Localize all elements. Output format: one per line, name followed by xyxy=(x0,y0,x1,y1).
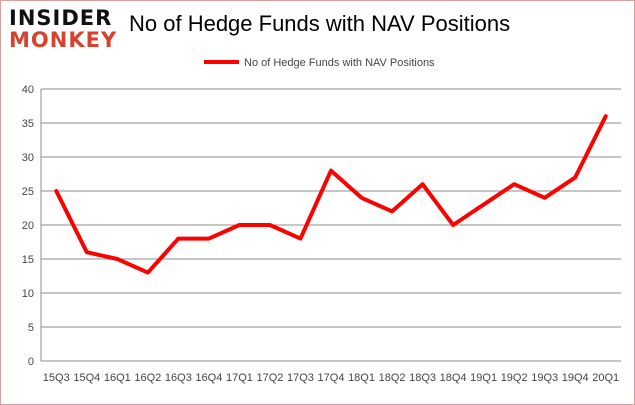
x-tick-label: 19Q4 xyxy=(562,372,589,384)
x-tick-label: 19Q1 xyxy=(470,372,497,384)
x-tick-label: 16Q1 xyxy=(104,372,131,384)
logo-line1: INSIDER xyxy=(9,6,113,30)
x-tick-label: 15Q3 xyxy=(43,372,70,384)
data-point xyxy=(513,183,515,185)
data-point xyxy=(330,170,332,172)
data-point xyxy=(55,190,57,192)
x-tick-label: 16Q3 xyxy=(165,372,192,384)
data-point xyxy=(391,210,393,212)
x-tick-label: 17Q2 xyxy=(256,372,283,384)
data-point xyxy=(116,258,118,260)
data-point xyxy=(483,204,485,206)
series-line xyxy=(54,114,608,275)
data-point xyxy=(452,224,454,226)
data-point xyxy=(238,224,240,226)
x-tick-label: 15Q4 xyxy=(73,372,100,384)
y-tick-label: 15 xyxy=(22,254,34,266)
y-tick-label: 30 xyxy=(22,152,34,164)
x-tick-label: 16Q2 xyxy=(134,372,161,384)
x-tick-label: 18Q1 xyxy=(348,372,375,384)
y-tick-label: 5 xyxy=(28,322,34,334)
data-point xyxy=(299,238,301,240)
data-point xyxy=(269,224,271,226)
y-tick-label: 25 xyxy=(22,186,34,198)
data-point xyxy=(208,238,210,240)
insider-monkey-logo: INSIDER MONKEY xyxy=(9,7,119,55)
data-point xyxy=(86,251,88,253)
x-tick-label: 17Q3 xyxy=(287,372,314,384)
x-tick-label: 19Q3 xyxy=(531,372,558,384)
y-tick-label: 0 xyxy=(28,356,34,368)
x-tick-label: 16Q4 xyxy=(195,372,222,384)
x-tick-label: 18Q2 xyxy=(379,372,406,384)
x-tick-label: 17Q1 xyxy=(226,372,253,384)
data-point xyxy=(605,115,607,117)
x-tick-label: 19Q2 xyxy=(501,372,528,384)
legend-label: No of Hedge Funds with NAV Positions xyxy=(244,57,435,69)
data-point xyxy=(574,176,576,178)
y-tick-label: 20 xyxy=(22,220,34,232)
y-tick-label: 35 xyxy=(22,118,34,130)
data-point xyxy=(544,197,546,199)
x-tick-label: 20Q1 xyxy=(592,372,619,384)
chart-title: No of Hedge Funds with NAV Positions xyxy=(129,11,511,36)
x-tick-label: 17Q4 xyxy=(318,372,345,384)
y-tick-label: 40 xyxy=(22,84,34,96)
x-tick-label: 18Q4 xyxy=(440,372,467,384)
data-point xyxy=(147,272,149,274)
x-tick-label: 18Q3 xyxy=(409,372,436,384)
y-tick-label: 10 xyxy=(22,288,34,300)
data-point xyxy=(361,197,363,199)
data-point xyxy=(177,238,179,240)
logo-line2: MONKEY xyxy=(9,28,118,52)
data-point xyxy=(422,183,424,185)
